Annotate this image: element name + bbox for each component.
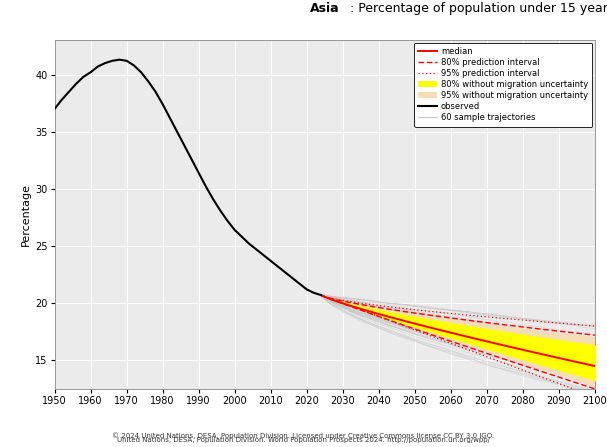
Legend: median, 80% prediction interval, 95% prediction interval, 80% without migration : median, 80% prediction interval, 95% pre…	[414, 43, 592, 127]
Text: Asia: Asia	[310, 2, 339, 15]
Text: : Percentage of population under 15 years of age: : Percentage of population under 15 year…	[350, 2, 607, 15]
Text: United Nations, DESA, Population Division. World Population Prospects 2024. http: United Nations, DESA, Population Divisio…	[117, 438, 490, 443]
Text: United Nations, DESA, Population Division.: United Nations, DESA, Population Divisio…	[0, 446, 1, 447]
Text: United Nations, DESA, Population Division. World Population Prospects 2024. http: United Nations, DESA, Population Divisio…	[0, 446, 1, 447]
Text: © 2024 United Nations, DESA, Population Division. Licensed under Creative Common: © 2024 United Nations, DESA, Population …	[112, 432, 495, 439]
Y-axis label: Percentage: Percentage	[21, 183, 31, 246]
